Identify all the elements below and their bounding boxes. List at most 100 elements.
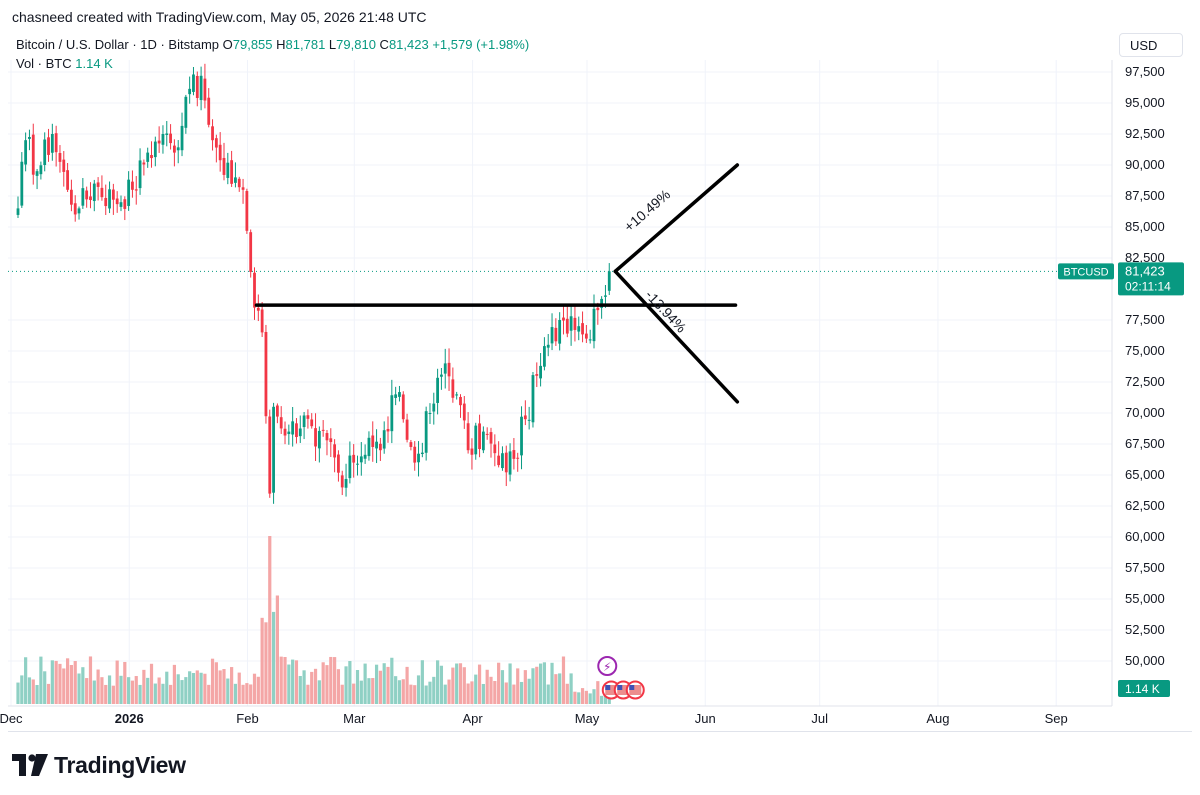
candle-body[interactable] (359, 456, 363, 463)
candle-body[interactable] (176, 147, 180, 151)
candle-body[interactable] (417, 453, 420, 463)
candle-body[interactable] (172, 145, 176, 153)
candle-body[interactable] (207, 97, 211, 125)
candle-body[interactable] (386, 428, 390, 432)
candle-body[interactable] (440, 374, 443, 377)
candle-body[interactable] (138, 160, 142, 189)
candle-body[interactable] (531, 375, 535, 423)
candle-body[interactable] (100, 187, 104, 198)
candle-body[interactable] (508, 451, 512, 475)
lightning-event-icon[interactable] (597, 656, 618, 676)
candle-body[interactable] (424, 411, 428, 453)
candle-body[interactable] (222, 157, 226, 175)
candle-body[interactable] (375, 441, 378, 449)
candle-body[interactable] (195, 75, 199, 98)
candle-body[interactable] (24, 140, 28, 165)
candle-body[interactable] (348, 455, 352, 479)
candle-body[interactable] (306, 415, 310, 419)
volume-label[interactable]: Vol · BTC (16, 56, 72, 71)
candle-body[interactable] (333, 444, 337, 458)
candle-body[interactable] (256, 307, 260, 311)
candle-body[interactable] (310, 419, 314, 427)
candle-body[interactable] (108, 189, 111, 209)
candle-body[interactable] (390, 395, 394, 432)
candle-body[interactable] (363, 454, 367, 459)
candle-body[interactable] (16, 208, 20, 215)
candle-body[interactable] (432, 403, 436, 412)
candle-body[interactable] (512, 450, 516, 459)
candle-body[interactable] (451, 379, 455, 398)
candle-body[interactable] (111, 189, 115, 200)
candle-body[interactable] (268, 416, 272, 494)
candle-body[interactable] (554, 327, 558, 342)
candle-body[interactable] (119, 202, 123, 207)
candle-body[interactable] (405, 419, 409, 440)
candle-body[interactable] (203, 78, 207, 101)
candle-body[interactable] (131, 181, 134, 190)
candle-body[interactable] (562, 317, 565, 321)
candle-body[interactable] (199, 75, 203, 101)
candle-body[interactable] (58, 152, 62, 162)
candle-body[interactable] (367, 437, 371, 457)
candle-body[interactable] (161, 134, 165, 145)
candle-body[interactable] (497, 455, 501, 466)
candle-body[interactable] (234, 177, 237, 183)
candle-body[interactable] (607, 271, 611, 291)
candle-body[interactable] (73, 203, 77, 215)
candle-body[interactable] (214, 138, 218, 148)
candle-body[interactable] (428, 413, 432, 414)
candle-body[interactable] (577, 326, 581, 332)
candle-body[interactable] (409, 442, 413, 447)
candle-body[interactable] (272, 406, 275, 493)
candle-body[interactable] (481, 431, 485, 451)
candle-body[interactable] (20, 161, 24, 206)
candle-body[interactable] (489, 432, 493, 444)
candle-body[interactable] (504, 452, 508, 473)
candle-body[interactable] (291, 421, 295, 435)
candle-body[interactable] (340, 475, 344, 488)
candle-body[interactable] (413, 446, 417, 463)
candle-body[interactable] (245, 191, 249, 231)
candle-body[interactable] (81, 188, 85, 206)
candle-body[interactable] (470, 448, 474, 455)
candle-body[interactable] (501, 453, 504, 469)
candle-body[interactable] (54, 133, 58, 153)
candle-body[interactable] (279, 417, 283, 429)
candle-body[interactable] (50, 134, 54, 153)
candle-body[interactable] (298, 428, 302, 437)
candle-body[interactable] (153, 141, 157, 158)
candle-body[interactable] (588, 339, 592, 341)
candle-body[interactable] (474, 425, 478, 455)
candle-body[interactable] (150, 155, 153, 159)
candle-body[interactable] (295, 423, 298, 438)
candle-body[interactable] (287, 431, 291, 435)
candle-body[interactable] (584, 333, 588, 339)
candle-body[interactable] (550, 327, 554, 344)
candle-body[interactable] (188, 88, 192, 95)
candle-body[interactable] (142, 162, 146, 165)
candle-body[interactable] (226, 162, 230, 178)
candle-body[interactable] (264, 331, 268, 417)
candle-body[interactable] (523, 415, 527, 420)
candle-body[interactable] (325, 433, 329, 441)
candle-body[interactable] (230, 160, 234, 184)
candle-body[interactable] (39, 165, 43, 175)
currency-button[interactable]: USD (1119, 33, 1183, 57)
candle-body[interactable] (70, 189, 73, 205)
candle-body[interactable] (184, 96, 188, 128)
candle-body[interactable] (302, 415, 306, 428)
candle-body[interactable] (420, 452, 424, 455)
candle-body[interactable] (43, 139, 47, 165)
symbol-title[interactable]: Bitcoin / U.S. Dollar · 1D · Bitstamp (16, 37, 219, 52)
candle-body[interactable] (31, 134, 35, 175)
candle-body[interactable] (356, 463, 359, 465)
candle-body[interactable] (539, 365, 542, 379)
candle-body[interactable] (104, 197, 108, 207)
candle-body[interactable] (455, 394, 459, 396)
candle-body[interactable] (169, 133, 172, 144)
candle-body[interactable] (275, 405, 279, 417)
candle-body[interactable] (134, 189, 138, 191)
candle-body[interactable] (543, 346, 546, 367)
candle-body[interactable] (157, 140, 161, 144)
candle-body[interactable] (573, 317, 577, 330)
